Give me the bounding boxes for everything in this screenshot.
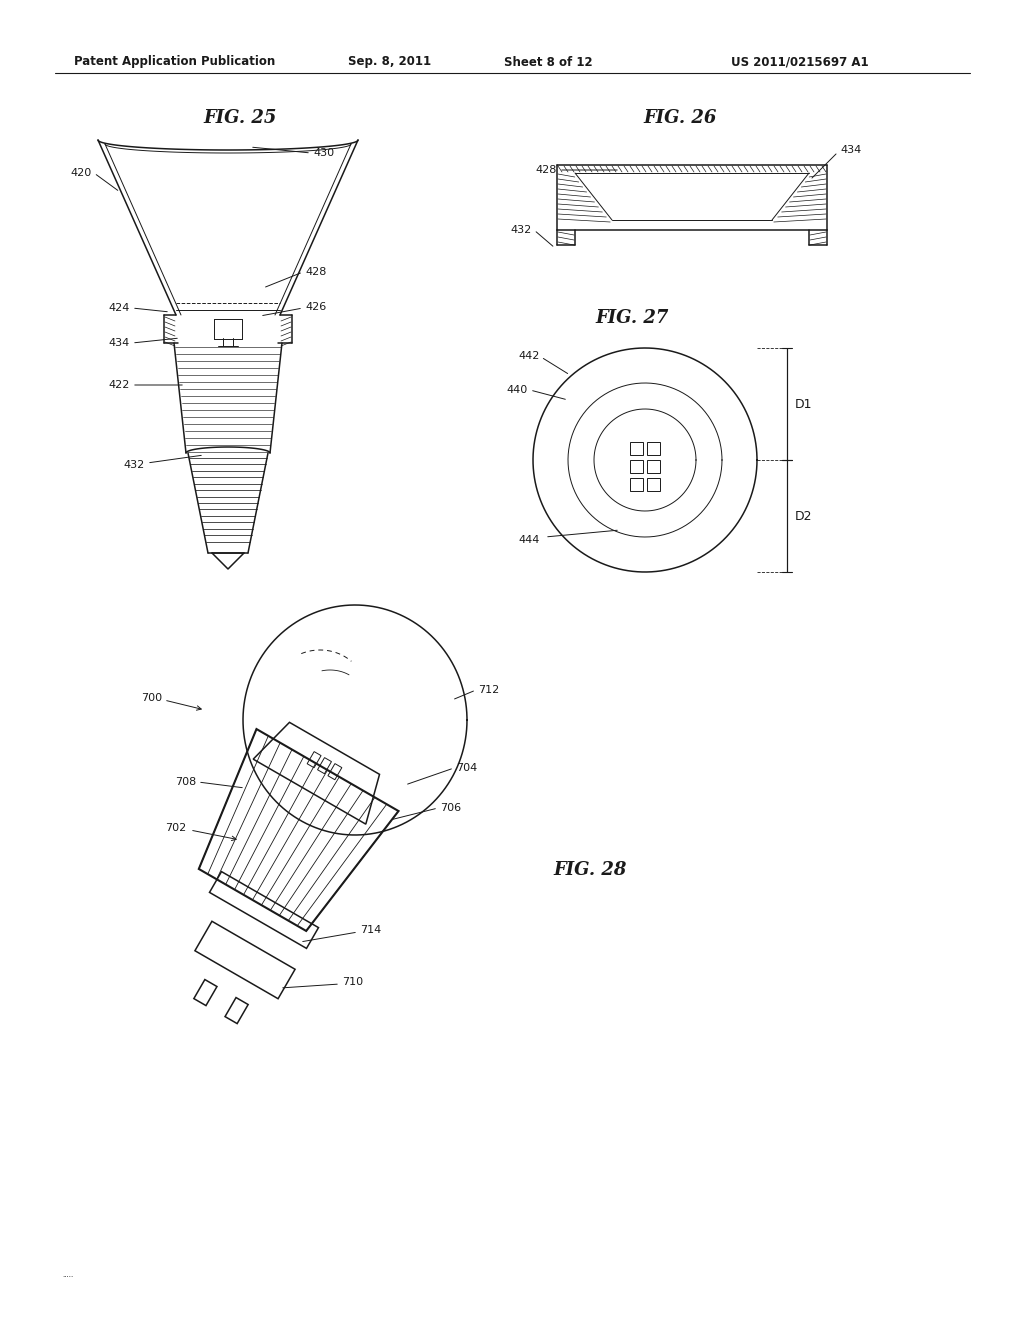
Text: Sep. 8, 2011: Sep. 8, 2011 xyxy=(348,55,431,69)
Text: US 2011/0215697 A1: US 2011/0215697 A1 xyxy=(731,55,868,69)
Text: 712: 712 xyxy=(478,685,500,696)
Bar xyxy=(647,478,660,491)
Text: 710: 710 xyxy=(342,977,364,987)
Text: 444: 444 xyxy=(518,535,540,545)
Text: 420: 420 xyxy=(71,168,92,178)
Text: 700: 700 xyxy=(141,693,162,704)
Bar xyxy=(630,459,643,473)
Text: FIG. 28: FIG. 28 xyxy=(553,861,627,879)
Text: 706: 706 xyxy=(440,803,461,813)
Text: D2: D2 xyxy=(795,510,812,523)
Text: Patent Application Publication: Patent Application Publication xyxy=(75,55,275,69)
Bar xyxy=(647,459,660,473)
Text: Sheet 8 of 12: Sheet 8 of 12 xyxy=(504,55,592,69)
Text: 440: 440 xyxy=(507,385,528,395)
Text: 430: 430 xyxy=(313,148,334,158)
Text: 432: 432 xyxy=(511,224,532,235)
Text: 702: 702 xyxy=(165,822,186,833)
Text: 714: 714 xyxy=(360,925,381,935)
Text: 708: 708 xyxy=(175,777,196,787)
Text: 424: 424 xyxy=(109,304,130,313)
Text: 704: 704 xyxy=(456,763,477,774)
Text: FIG. 25: FIG. 25 xyxy=(204,110,276,127)
Bar xyxy=(630,442,643,455)
Text: FIG. 26: FIG. 26 xyxy=(643,110,717,127)
Text: 426: 426 xyxy=(305,302,327,312)
Text: 442: 442 xyxy=(518,351,540,360)
Text: FIG. 27: FIG. 27 xyxy=(595,309,669,327)
Text: 432: 432 xyxy=(124,459,145,470)
Bar xyxy=(647,442,660,455)
Text: 434: 434 xyxy=(840,145,861,154)
Text: 434: 434 xyxy=(109,338,130,348)
Text: 422: 422 xyxy=(109,380,130,389)
Text: D1: D1 xyxy=(795,397,812,411)
Text: 428: 428 xyxy=(536,165,557,176)
Text: 428: 428 xyxy=(305,267,327,277)
Bar xyxy=(630,478,643,491)
Text: .....: ..... xyxy=(62,1272,74,1278)
